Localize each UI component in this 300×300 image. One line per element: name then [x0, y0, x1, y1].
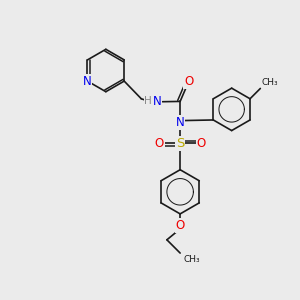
- Text: S: S: [176, 137, 184, 150]
- Text: O: O: [176, 219, 185, 232]
- Text: O: O: [154, 137, 164, 150]
- Text: CH₃: CH₃: [262, 78, 278, 87]
- Text: O: O: [197, 137, 206, 150]
- Text: N: N: [153, 95, 161, 108]
- Text: N: N: [176, 116, 184, 129]
- Text: O: O: [184, 76, 194, 88]
- Text: CH₃: CH₃: [183, 254, 200, 263]
- Text: H: H: [145, 96, 152, 106]
- Text: N: N: [82, 75, 91, 88]
